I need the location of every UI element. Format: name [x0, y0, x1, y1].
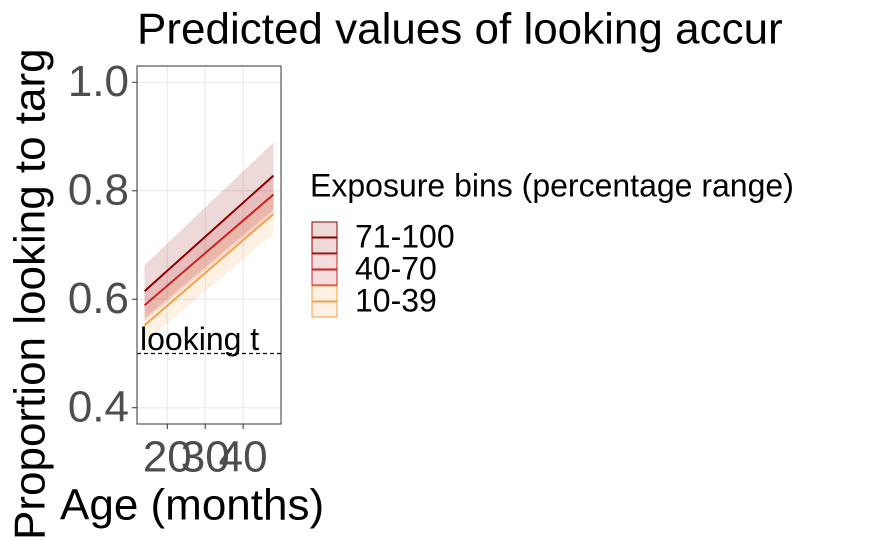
legend-label: 40-70 [355, 250, 437, 286]
y-axis-title: Proportion looking to targ [6, 48, 55, 540]
line [143, 174, 275, 292]
chart-title: Predicted values of looking accur [137, 5, 783, 54]
annotation: looking t [140, 321, 259, 357]
y-tick-label: 0.6 [68, 274, 129, 323]
line [143, 213, 275, 327]
x-tick-label: 40 [219, 433, 268, 482]
x-tick-label: 20 [143, 433, 192, 482]
y-tick-label: 0.4 [68, 382, 129, 431]
x-axis-title: Age (months) [60, 481, 324, 530]
y-tick-label: 1.0 [68, 57, 129, 106]
ribbon [144, 142, 274, 319]
ribbon [144, 174, 274, 321]
legend-label: 10-39 [355, 282, 437, 318]
legend-label: 71-100 [355, 218, 455, 254]
line [143, 193, 275, 306]
x-tick-label: 30 [181, 433, 230, 482]
legend-title: Exposure bins (percentage range) [310, 167, 794, 203]
panel [137, 66, 281, 424]
panel-border [136, 65, 282, 425]
y-tick-label: 0.8 [68, 165, 129, 214]
